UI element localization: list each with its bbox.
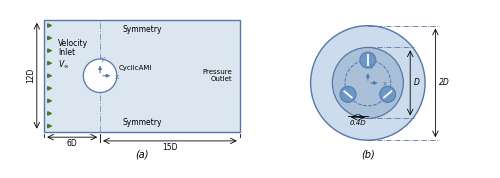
Text: 2D: 2D [439,78,450,87]
Circle shape [332,48,404,118]
Text: 6D: 6D [67,139,78,148]
Text: x: x [114,74,118,80]
Circle shape [380,86,396,102]
FancyBboxPatch shape [44,20,240,132]
Text: Velocity: Velocity [58,38,88,48]
Text: D: D [414,78,420,87]
Circle shape [360,52,376,68]
Text: x: x [382,81,387,87]
Text: Symmetry: Symmetry [122,118,162,127]
Text: y: y [101,56,105,62]
Text: 12D: 12D [26,68,35,83]
Text: 0.4D: 0.4D [350,120,366,125]
Text: Symmetry: Symmetry [122,25,162,34]
Text: $V_{\infty}$: $V_{\infty}$ [58,59,70,70]
Text: (a): (a) [135,149,148,159]
Text: 15D: 15D [162,143,178,152]
Circle shape [310,26,425,140]
Text: y: y [370,63,374,69]
Text: Pressure
Outlet: Pressure Outlet [202,69,232,82]
Circle shape [340,86,356,102]
Circle shape [84,59,117,93]
Text: CyclicAMI: CyclicAMI [118,65,152,71]
Text: (b): (b) [361,150,374,160]
Text: Inlet: Inlet [58,48,76,57]
